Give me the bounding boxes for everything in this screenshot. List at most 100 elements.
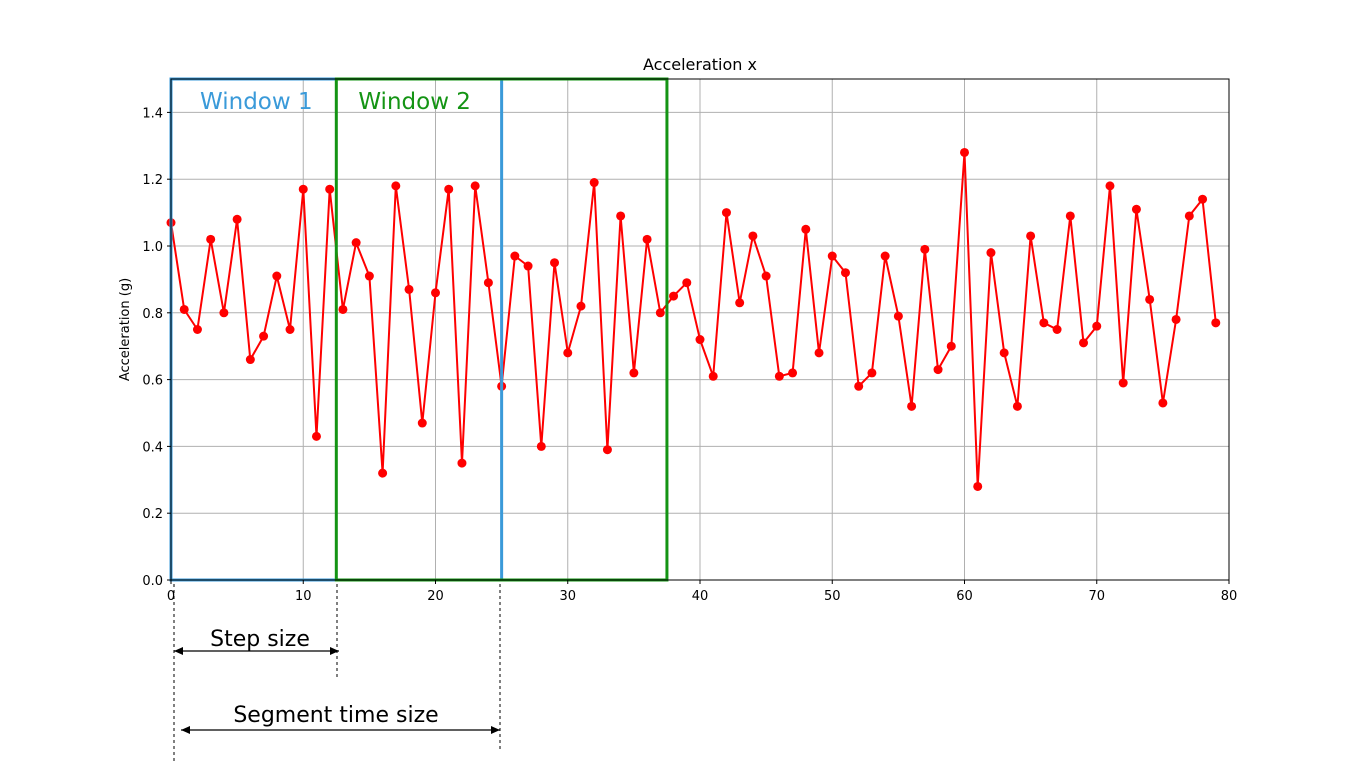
data-point xyxy=(801,224,811,234)
data-point xyxy=(1158,398,1168,408)
arrow-head-right xyxy=(491,726,500,734)
data-point xyxy=(880,251,890,261)
data-point xyxy=(272,271,282,281)
data-point xyxy=(867,368,877,378)
x-tick-label: 10 xyxy=(295,589,312,604)
data-point xyxy=(351,238,361,248)
data-point xyxy=(814,348,824,358)
data-point xyxy=(457,458,467,468)
y-tick-label: 0.6 xyxy=(142,374,163,389)
data-point xyxy=(1171,314,1181,324)
y-tick-label: 1.4 xyxy=(142,106,163,121)
data-point xyxy=(748,231,758,241)
data-point xyxy=(338,304,348,314)
data-point xyxy=(510,251,520,261)
data-point xyxy=(1012,401,1022,411)
data-point xyxy=(655,308,665,318)
data-point xyxy=(642,234,652,244)
y-tick-label: 1.0 xyxy=(142,240,163,255)
data-point xyxy=(1198,194,1208,204)
data-point xyxy=(761,271,771,281)
data-point xyxy=(721,208,731,218)
data-point xyxy=(391,181,401,191)
data-point xyxy=(404,284,414,294)
data-point xyxy=(629,368,639,378)
data-point xyxy=(536,441,546,451)
data-point xyxy=(682,278,692,288)
data-point xyxy=(1184,211,1194,221)
data-point xyxy=(550,258,560,268)
window-label-2: Window 2 xyxy=(358,89,471,115)
grid xyxy=(170,79,1230,581)
data-point xyxy=(431,288,440,298)
chart-title: Acceleration x xyxy=(643,55,757,74)
window-label-1: Window 1 xyxy=(200,89,313,115)
data-point xyxy=(827,251,837,261)
y-tick-label: 0.2 xyxy=(142,507,163,522)
data-point xyxy=(483,278,493,288)
data-point xyxy=(960,147,969,157)
x-tick-label: 80 xyxy=(1221,589,1238,604)
y-tick-label: 1.2 xyxy=(142,173,163,188)
data-point xyxy=(364,271,374,281)
x-tick-label: 50 xyxy=(824,589,841,604)
data-point xyxy=(1145,294,1155,304)
data-point xyxy=(1079,338,1089,348)
data-point xyxy=(192,325,202,334)
x-tick-label: 60 xyxy=(956,589,973,604)
data-point xyxy=(907,401,917,411)
annotations: Step size Segment time size xyxy=(173,584,501,762)
data-point xyxy=(735,298,745,308)
arrow-head-right xyxy=(330,647,339,655)
data-point xyxy=(602,445,612,455)
data-point xyxy=(774,371,784,381)
data-point xyxy=(946,341,956,351)
data-point xyxy=(444,184,454,194)
data-point xyxy=(245,355,255,365)
data-point xyxy=(325,184,335,194)
data-point xyxy=(179,304,189,314)
data-point xyxy=(417,418,427,428)
step-size-label: Step size xyxy=(210,627,310,652)
data-point xyxy=(893,311,903,321)
data-point xyxy=(1118,378,1128,388)
data-point xyxy=(589,178,599,188)
x-tick-label: 30 xyxy=(559,589,576,604)
data-point xyxy=(563,348,573,358)
axis-ticks: 0 10 20 30 40 50 60 70 80 0.0 0.2 0.4 0.6 0.8 1.0 1.2 1.… xyxy=(142,106,1237,604)
data-point xyxy=(232,214,242,224)
data-point xyxy=(616,211,626,221)
x-tick-label: 70 xyxy=(1088,589,1105,604)
data-point xyxy=(986,248,996,258)
x-tick-label: 0 xyxy=(167,589,175,604)
step-size-arrow xyxy=(174,647,339,655)
y-tick-label: 0.8 xyxy=(142,307,163,322)
y-axis-label: Acceleration (g) xyxy=(118,278,133,381)
segment-time-size-label: Segment time size xyxy=(233,703,438,728)
data-point xyxy=(669,291,679,301)
data-point xyxy=(973,481,983,491)
data-point xyxy=(695,335,705,345)
data-point xyxy=(708,371,718,381)
segment-time-size-arrow xyxy=(181,726,500,734)
data-point xyxy=(311,431,321,441)
data-point xyxy=(1105,181,1115,191)
data-point xyxy=(920,244,930,254)
data-point xyxy=(933,365,943,375)
data-point xyxy=(285,325,295,334)
data-point xyxy=(1131,204,1141,214)
data-point xyxy=(1026,231,1036,241)
data-point xyxy=(576,301,586,311)
arrow-head-left xyxy=(174,647,183,655)
data-point xyxy=(1211,318,1221,328)
window-boxes: Window 1 Window 2 xyxy=(169,77,669,582)
series-line-layer xyxy=(166,147,1221,491)
data-point xyxy=(378,468,388,478)
x-tick-label: 40 xyxy=(692,589,709,604)
data-point xyxy=(1092,321,1102,331)
data-point xyxy=(523,261,533,271)
data-point xyxy=(999,348,1009,358)
data-point xyxy=(840,268,850,278)
x-tick-label: 20 xyxy=(427,589,444,604)
